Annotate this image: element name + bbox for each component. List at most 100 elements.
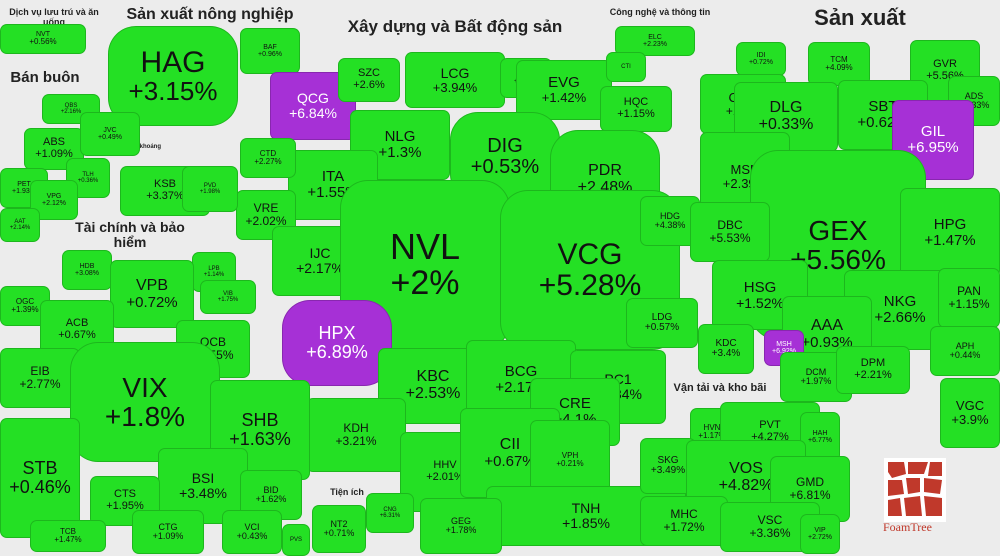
tile-change: +2.02%: [245, 214, 287, 228]
tile-dpm[interactable]: DPM +2.21%: [836, 346, 910, 394]
tile-ticker: MSH: [776, 340, 792, 348]
tile-ticker: HHV: [433, 459, 457, 472]
tile-ticker: APH: [955, 340, 975, 351]
tile-change: +1.47%: [54, 535, 82, 544]
tile-ticker: STB: [22, 458, 58, 479]
tile-ticker: CTD: [259, 148, 277, 158]
tile-ldg[interactable]: LDG +0.57%: [626, 298, 698, 348]
tile-change: +0.49%: [98, 134, 122, 141]
tile-evg[interactable]: EVG +1.42%: [516, 60, 612, 120]
tile-hpg[interactable]: HPG +1.47%: [900, 188, 1000, 278]
tile-kdh[interactable]: KDH +3.21%: [306, 398, 406, 472]
tile-change: +1.09%: [35, 148, 73, 160]
tile-geg[interactable]: GEG +1.78%: [420, 498, 502, 554]
tile-change: +5.56%: [926, 70, 964, 82]
tile-ticker: VCI: [244, 521, 260, 532]
tile-vpb[interactable]: VPB +0.72%: [110, 260, 194, 328]
tile-vci[interactable]: VCI +0.43%: [222, 510, 282, 554]
tile-dbc[interactable]: DBC +5.53%: [690, 202, 770, 262]
tile-ticker: VIB: [223, 290, 233, 297]
tile-hah[interactable]: HAH +6.77%: [800, 412, 840, 462]
tile-pvd[interactable]: PVD +1.98%: [182, 166, 238, 212]
tile-change: +0.72%: [126, 293, 178, 311]
tile-ticker: LPB: [208, 265, 220, 272]
tile-vgc[interactable]: VGC +3.9%: [940, 378, 1000, 448]
tile-szc[interactable]: SZC +2.6%: [338, 58, 400, 102]
tile-change: +1.63%: [229, 429, 291, 449]
tile-change: +1.47%: [924, 232, 976, 249]
tile-ticker: DPM: [860, 357, 886, 370]
tile-ticker: HPG: [933, 216, 967, 234]
tile-ticker: CTI: [621, 63, 631, 70]
tile-change: +3.21%: [335, 434, 377, 448]
tile-cng[interactable]: CNG +6.31%: [366, 493, 414, 533]
tile-change: +0.46%: [9, 477, 71, 497]
tile-hpx[interactable]: HPX +6.89%: [282, 300, 392, 386]
tile-nt2[interactable]: NT2 +0.71%: [312, 505, 366, 553]
tile-vip[interactable]: VIP +2.72%: [800, 514, 840, 554]
tile-change: +3.4%: [711, 348, 741, 359]
tile-cti[interactable]: CTI: [606, 52, 646, 82]
group-label-ti: Tiện ích: [330, 487, 364, 497]
tile-ticker: GMD: [796, 475, 824, 490]
group-label-sx: Sản xuất: [814, 5, 906, 30]
tile-change: +6.81%: [789, 488, 831, 502]
tile-ticker: PVT: [759, 419, 781, 432]
tile-change: +2.21%: [854, 369, 892, 381]
tile-change: +6.95%: [907, 139, 959, 156]
tile-ctd[interactable]: CTD +2.27%: [240, 138, 296, 178]
tile-change: +0.56%: [29, 37, 57, 47]
tile-ticker: VPH: [561, 450, 579, 460]
tile-lcg[interactable]: LCG +3.94%: [405, 52, 505, 108]
tile-pvs[interactable]: PVS: [282, 524, 310, 556]
tile-elc[interactable]: ELC +2.23%: [615, 26, 695, 56]
tile-vix[interactable]: VIX +1.8%: [70, 342, 220, 462]
tile-ticker: NKG: [883, 293, 917, 311]
tile-change: +1.93%: [12, 188, 36, 195]
tile-change: +0.44%: [949, 350, 981, 360]
tile-vib[interactable]: VIB +1.75%: [200, 280, 256, 314]
tile-eib[interactable]: EIB +2.77%: [0, 348, 80, 408]
tile-change: +5.53%: [709, 231, 751, 245]
tile-ctg[interactable]: CTG +1.09%: [132, 510, 204, 554]
tile-tcb[interactable]: TCB +1.47%: [30, 520, 106, 552]
tile-nvt[interactable]: NVT +0.56%: [0, 24, 86, 54]
tile-ticker: HVN: [703, 422, 721, 432]
tile-jvc[interactable]: JVC +0.49%: [80, 112, 140, 156]
tile-ticker: QBS: [64, 102, 78, 109]
tile-hqc[interactable]: HQC +1.15%: [600, 86, 672, 132]
tile-ticker: TLH: [82, 171, 94, 178]
tile-ticker: SKG: [657, 454, 679, 466]
tile-vre[interactable]: VRE +2.02%: [236, 190, 296, 240]
tile-ticker: VPB: [135, 276, 168, 294]
tile-mhc[interactable]: MHC +1.72%: [640, 496, 728, 546]
tile-hdb[interactable]: HDB +3.08%: [62, 250, 112, 290]
tile-stb[interactable]: STB +0.46%: [0, 418, 80, 538]
tile-ticker: EIB: [30, 364, 50, 379]
tile-ticker: ABS: [42, 136, 65, 149]
tile-aph[interactable]: APH +0.44%: [930, 326, 1000, 376]
tile-change: +1.52%: [736, 294, 784, 311]
tile-hag[interactable]: HAG +3.15%: [108, 26, 238, 126]
tile-pan[interactable]: PAN +1.15%: [938, 268, 1000, 328]
tile-change: +1.62%: [255, 494, 287, 504]
tile-kdc[interactable]: KDC +3.4%: [698, 324, 754, 374]
tile-hsg[interactable]: HSG +1.52%: [712, 260, 808, 330]
tile-gil[interactable]: GIL +6.95%: [892, 100, 974, 180]
tile-aat[interactable]: AAT +2.14%: [0, 208, 40, 242]
tile-change: +1.75%: [217, 297, 239, 303]
tile-idi[interactable]: IDI +0.72%: [736, 42, 786, 76]
tile-change: +0.67%: [484, 452, 536, 470]
tile-ticker: SZC: [358, 67, 380, 80]
tile-tcm[interactable]: TCM +4.09%: [808, 42, 870, 86]
tile-change: +1.14%: [203, 272, 225, 278]
tile-change: +2.17%: [296, 260, 344, 276]
tile-baf[interactable]: BAF +0.96%: [240, 28, 300, 74]
tile-change: +2.16%: [60, 109, 82, 115]
group-label-dv: Dịch vụ lưu trú và ăn uống: [9, 7, 99, 27]
tile-change: +2.12%: [42, 200, 66, 207]
tile-qcg[interactable]: QCG +6.84%: [270, 72, 356, 140]
group-label-snn: Sản xuất nông nghiệp: [126, 6, 294, 23]
tile-change: +4.27%: [751, 431, 789, 443]
tile-change: +1.39%: [11, 305, 39, 314]
